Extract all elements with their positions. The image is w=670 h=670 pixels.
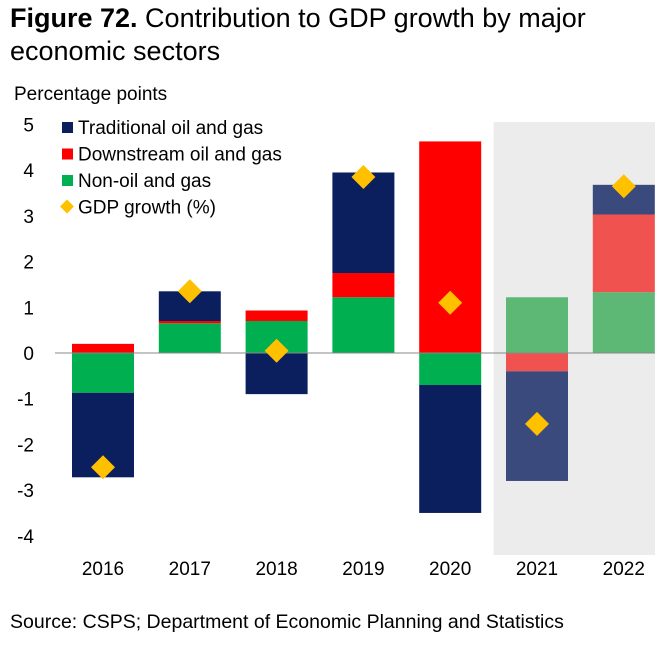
bar-segment [332,172,395,274]
x-tick-label: 2017 [169,559,211,580]
y-tick-label: 4 [23,161,34,182]
gdp-growth-marker [177,279,202,304]
gdp-growth-marker [525,411,549,436]
y-tick-label: -4 [17,527,34,548]
source-note: Source: CSPS; Department of Economic Pla… [10,611,564,633]
bar-segment [332,297,395,353]
bar-segment [72,343,134,353]
legend-label: Non-oil and gas [78,171,211,192]
legend-label: GDP growth (%) [78,198,216,219]
bar-segment [419,384,482,513]
bar-segment [158,321,221,324]
bar-segment [506,353,568,372]
y-tick-label: 0 [23,344,34,365]
chart-title: Figure 72. Contribution to GDP growth by… [10,2,660,68]
x-tick-label: 2021 [516,559,558,580]
x-tick-label: 2020 [429,559,471,580]
legend-swatch [62,148,73,160]
gdp-growth-marker [611,174,636,199]
bar-segment [419,353,482,385]
legend-label: Traditional oil and gas [78,118,263,139]
legend-label: Downstream oil and gas [78,145,282,166]
bar-segment [419,141,482,353]
bar-segment [332,273,395,298]
y-tick-label: 1 [23,298,34,319]
legend-swatch [62,122,73,133]
y-axis-label: Percentage points [14,84,168,105]
bar-segment [592,292,655,353]
bar-segment [592,214,655,293]
legend-swatch [62,175,73,186]
y-tick-label: -3 [17,481,34,502]
figure-number: Figure 72. [10,3,138,33]
y-tick-label: -2 [17,435,34,456]
x-tick-label: 2019 [342,559,384,580]
legend-swatch [60,199,74,214]
gdp-growth-marker [438,290,463,315]
chart: 5 4 3 2 1 0 -1 -2 -3 -4 2016 2017 2018 2019 2020 2021 20… [17,116,655,580]
x-tick-label: 2022 [603,559,645,580]
y-tick-label: 5 [23,116,34,137]
x-tick-label: 2016 [82,559,124,580]
gdp-growth-marker [91,455,115,480]
bar-segment [506,297,568,353]
bar-segment [245,310,308,322]
title-text: Contribution to GDP growth by major econ… [10,3,586,66]
x-tick-label: 2018 [255,559,297,580]
bar-segment [158,323,221,353]
y-tick-label: 3 [23,207,34,228]
gdp-growth-marker [351,165,376,190]
gdp-growth-marker [264,338,289,363]
bar-segment [72,353,134,393]
y-tick-label: -1 [17,390,34,411]
y-tick-label: 2 [23,253,34,274]
